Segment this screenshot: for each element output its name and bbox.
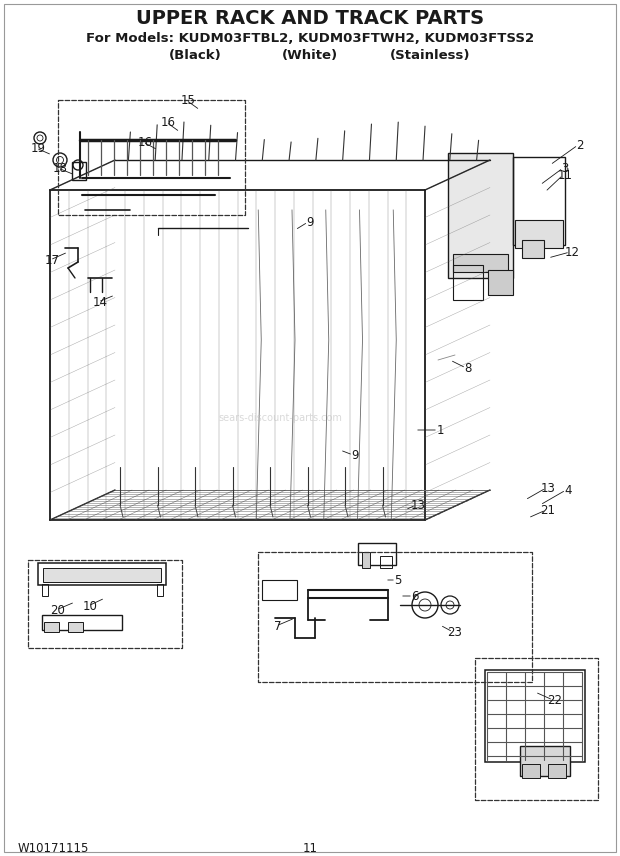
Bar: [453, 254, 508, 272]
Text: 19: 19: [30, 141, 45, 154]
Text: 16: 16: [161, 116, 175, 128]
Bar: [44, 622, 59, 632]
Text: 18: 18: [53, 162, 68, 175]
Text: 13: 13: [541, 482, 556, 495]
Bar: [42, 584, 48, 596]
Text: 11: 11: [303, 841, 317, 854]
Bar: [262, 580, 297, 600]
Bar: [448, 153, 513, 278]
Text: 4: 4: [564, 484, 572, 496]
Bar: [515, 220, 563, 248]
Text: 2: 2: [576, 139, 584, 152]
Text: 23: 23: [448, 626, 463, 639]
Text: UPPER RACK AND TRACK PARTS: UPPER RACK AND TRACK PARTS: [136, 9, 484, 27]
Bar: [513, 157, 565, 245]
Text: 13: 13: [410, 498, 425, 512]
Text: 1: 1: [436, 424, 444, 437]
Bar: [68, 622, 83, 632]
Text: 17: 17: [45, 253, 60, 266]
Text: W10171115: W10171115: [18, 841, 89, 854]
Bar: [157, 584, 163, 596]
Text: (Stainless): (Stainless): [390, 49, 470, 62]
Bar: [358, 543, 396, 565]
Text: 20: 20: [51, 603, 66, 616]
Text: 12: 12: [564, 246, 580, 259]
Bar: [380, 556, 392, 568]
Text: 22: 22: [547, 693, 562, 706]
Bar: [72, 162, 86, 180]
Text: 16: 16: [138, 135, 153, 148]
Text: 8: 8: [464, 361, 472, 375]
Text: 6: 6: [411, 590, 418, 603]
Text: sears-discount-parts.com: sears-discount-parts.com: [218, 413, 342, 423]
Bar: [488, 270, 513, 295]
Text: 15: 15: [180, 93, 195, 106]
Text: For Models: KUDM03FTBL2, KUDM03FTWH2, KUDM03FTSS2: For Models: KUDM03FTBL2, KUDM03FTWH2, KU…: [86, 32, 534, 45]
Bar: [522, 764, 540, 778]
Text: 7: 7: [274, 620, 281, 633]
Text: 3: 3: [561, 162, 569, 175]
Text: 9: 9: [352, 449, 359, 461]
Bar: [522, 240, 544, 258]
Bar: [520, 746, 570, 776]
Text: 21: 21: [541, 503, 556, 516]
Text: (Black): (Black): [169, 49, 221, 62]
Bar: [362, 552, 370, 568]
Bar: [485, 670, 585, 762]
Text: 10: 10: [82, 599, 97, 613]
Text: 9: 9: [306, 216, 314, 229]
Bar: [43, 568, 161, 582]
Bar: [38, 563, 166, 585]
Text: (White): (White): [282, 49, 338, 62]
Bar: [548, 764, 566, 778]
Bar: [453, 265, 483, 300]
Bar: [42, 615, 122, 630]
Text: 14: 14: [92, 295, 107, 308]
Text: 5: 5: [394, 574, 402, 586]
Text: 11: 11: [557, 169, 572, 181]
